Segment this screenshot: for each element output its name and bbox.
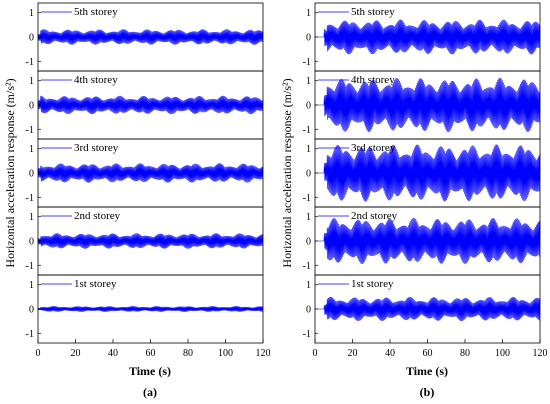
x-tick-label: 100 (218, 348, 233, 359)
y-tick-label: -1 (303, 125, 311, 136)
subplot-3: 3rd storey 1 0 -1 (303, 138, 541, 208)
x-tick-label: 60 (423, 348, 433, 359)
storey-label: 5th storey (351, 6, 395, 18)
storey-label: 4th storey (74, 74, 118, 86)
y-tick-label: -1 (303, 329, 311, 340)
y-tick-label: 0 (29, 305, 34, 316)
y-tick-label: 1 (29, 144, 34, 155)
storey-label: 5th storey (74, 6, 118, 18)
y-tick-label: -1 (26, 125, 34, 136)
x-tick-label: 20 (71, 348, 81, 359)
series-line (315, 19, 541, 55)
series-line (37, 306, 264, 312)
y-tick-label: 0 (306, 101, 311, 112)
y-axis-title: Horizontal acceleration response (m/s²) (280, 78, 294, 267)
y-tick-label: 1 (306, 280, 311, 291)
series-line (37, 95, 264, 115)
y-tick-label: 1 (29, 280, 34, 291)
x-axis-title: Time (s) (406, 364, 448, 378)
y-tick-label: 1 (306, 212, 311, 223)
subplot-4: 2nd storey 1 0 -1 (303, 206, 541, 276)
subplot-4: 2nd storey 1 0 -1 (26, 206, 264, 276)
y-tick-label: -1 (26, 261, 34, 272)
storey-label: 3rd storey (74, 142, 119, 154)
series-line (37, 233, 264, 249)
storey-label: 2nd storey (351, 210, 398, 222)
x-tick-label: 80 (460, 348, 470, 359)
x-tick-label: 20 (348, 348, 358, 359)
x-tick-label: 60 (146, 348, 156, 359)
storey-label: 2nd storey (74, 210, 121, 222)
x-tick-label: 120 (256, 348, 271, 359)
y-tick-label: 0 (306, 305, 311, 316)
subplot-5: 1st storey 1 0 -1 (26, 274, 264, 344)
y-tick-label: 1 (29, 76, 34, 87)
storey-label: 1st storey (351, 278, 394, 290)
y-tick-label: -1 (26, 57, 34, 68)
subplot-1: 5th storey 1 0 -1 (26, 2, 264, 72)
y-tick-label: 0 (29, 169, 34, 180)
y-tick-label: 1 (29, 8, 34, 19)
y-tick-label: 1 (29, 212, 34, 223)
storey-label: 1st storey (74, 278, 117, 290)
y-tick-label: 0 (306, 169, 311, 180)
subplot-2: 4th storey 1 0 -1 (26, 70, 264, 140)
series-line (315, 217, 541, 264)
y-tick-label: -1 (26, 193, 34, 204)
y-tick-label: -1 (303, 261, 311, 272)
series-line (315, 77, 541, 133)
y-tick-label: 0 (29, 237, 34, 248)
x-tick-label: 40 (108, 348, 118, 359)
y-tick-label: 1 (306, 144, 311, 155)
y-tick-label: 0 (306, 237, 311, 248)
y-tick-label: -1 (26, 329, 34, 340)
panel-b-caption: (b) (420, 385, 435, 399)
x-tick-label: 80 (183, 348, 193, 359)
series-line (315, 296, 541, 322)
y-tick-label: -1 (303, 57, 311, 68)
storey-label: 3rd storey (351, 142, 396, 154)
subplot-5: 1st storey 1 0 -1 (303, 274, 541, 344)
y-tick-label: -1 (303, 193, 311, 204)
y-tick-label: 1 (306, 8, 311, 19)
y-tick-label: 0 (29, 101, 34, 112)
panel-a-caption: (a) (143, 385, 157, 399)
y-axis-title: Horizontal acceleration response (m/s²) (3, 78, 17, 267)
y-tick-label: 0 (29, 33, 34, 44)
subplot-2: 4th storey 1 0 -1 (303, 70, 541, 140)
x-axis-title: Time (s) (129, 364, 171, 378)
storey-label: 4th storey (351, 74, 395, 86)
x-tick-label: 0 (313, 348, 318, 359)
y-tick-label: 1 (306, 76, 311, 87)
x-tick-label: 120 (533, 348, 548, 359)
series-line (37, 163, 264, 183)
subplot-3: 3rd storey 1 0 -1 (26, 138, 264, 208)
x-tick-label: 40 (385, 348, 395, 359)
x-tick-label: 100 (495, 348, 510, 359)
y-tick-label: 0 (306, 33, 311, 44)
series-line (315, 144, 541, 202)
series-line (37, 29, 264, 45)
x-tick-label: 0 (36, 348, 41, 359)
subplot-1: 5th storey 1 0 -1 (303, 2, 541, 72)
